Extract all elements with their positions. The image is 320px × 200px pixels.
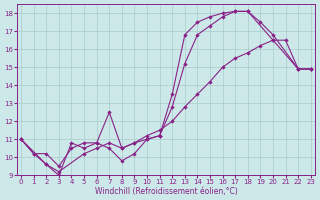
X-axis label: Windchill (Refroidissement éolien,°C): Windchill (Refroidissement éolien,°C) (95, 187, 237, 196)
